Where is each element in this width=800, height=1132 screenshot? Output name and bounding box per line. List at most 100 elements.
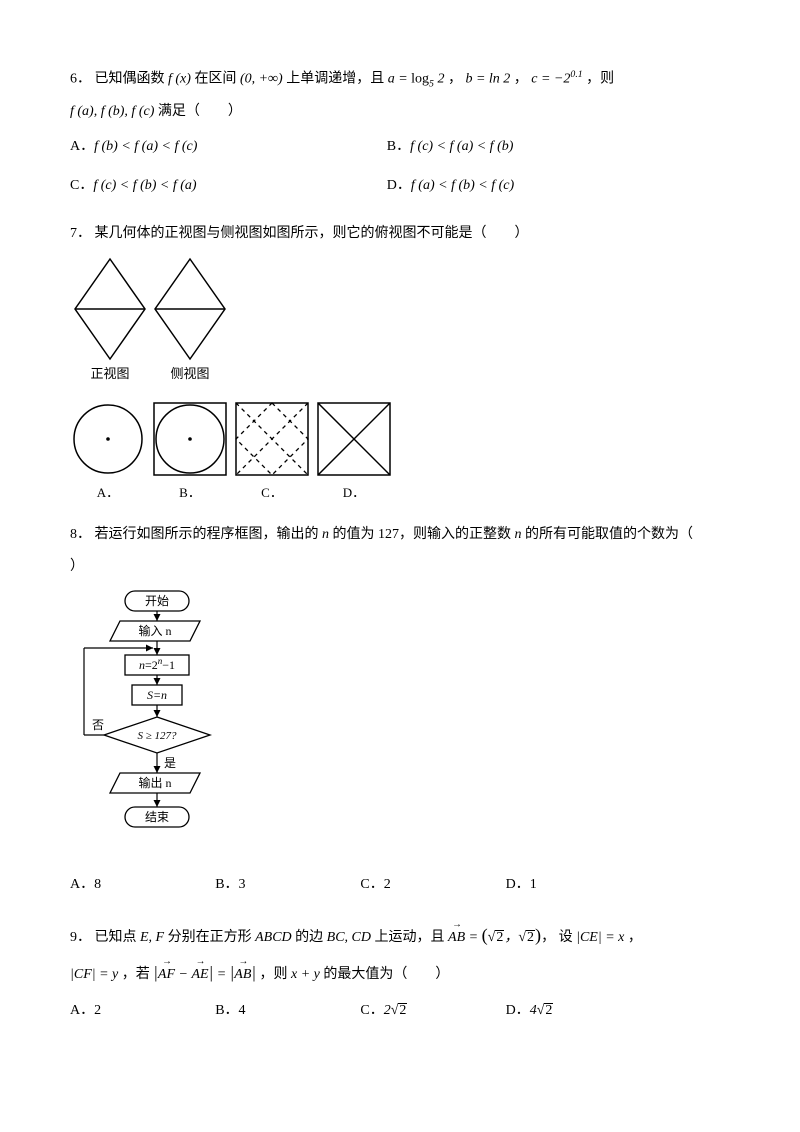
q6-arg: 2 <box>434 72 445 87</box>
q8-opt-d: D．1 <box>506 872 651 897</box>
q6-b: b = ln 2 <box>465 72 510 87</box>
sqrt-icon-d: 2 <box>537 998 554 1023</box>
square-dashed-x-icon <box>234 401 310 477</box>
q9-set: 设 <box>559 930 573 945</box>
q9-opt-a: A．2 <box>70 998 215 1023</box>
q9-opt-d: D．42 <box>506 998 651 1023</box>
q6-fx: f (x) <box>168 72 191 87</box>
q9-c2: ， <box>628 930 642 945</box>
q9-minus: − <box>175 967 191 982</box>
q9-A-lbl: A． <box>70 1003 94 1018</box>
q9-vec-ab: →AB <box>448 925 465 950</box>
q6-number: 6． <box>70 72 91 87</box>
q9-B: 4 <box>239 1003 246 1018</box>
question-8: 8． 若运行如图所示的程序框图，输出的 n 的值为 127，则输入的正整数 n … <box>70 522 730 901</box>
q6-a-lhs: a <box>388 72 395 87</box>
q6-A-lbl: A． <box>70 139 94 154</box>
flow-input: 输入 n <box>138 623 171 638</box>
q9-options: A．2 B．4 C．22 D．42 <box>70 994 730 1027</box>
q7-ans-d: D． <box>316 401 392 504</box>
q9-if: ，若 <box>122 967 150 982</box>
q6-log: log <box>411 72 429 87</box>
q8-A-lbl: A． <box>70 877 94 892</box>
q6-opt-a: A．f (b) < f (a) < f (c) <box>70 134 387 159</box>
q8-C-lbl: C． <box>360 877 383 892</box>
q7-num: 7． <box>70 226 91 241</box>
q8-opt-a: A．8 <box>70 872 215 897</box>
q6-satisfy: 满足（ ） <box>158 104 242 119</box>
question-7: 7． 某几何体的正视图与侧视图如图所示，则它的俯视图不可能是（ ） 正视图 侧视… <box>70 221 730 505</box>
q7-ans-b: B． <box>152 401 228 504</box>
q7-ans-a: A． <box>70 401 146 504</box>
q6-eq1: = <box>395 72 411 87</box>
q9-max: 的最大值为（ ） <box>323 967 449 982</box>
side-label: 侧视图 <box>170 366 209 381</box>
q6-mid1: 在区间 <box>194 72 236 87</box>
q7-text: 某几何体的正视图与侧视图如图所示，则它的俯视图不可能是（ ） <box>95 226 529 241</box>
q9-comma-after: ， <box>541 930 555 945</box>
circle-icon <box>70 401 146 477</box>
q9-vec-af: →AF <box>158 962 175 987</box>
q6-A: f (b) < f (a) < f (c) <box>94 139 197 154</box>
q9-vec-ae: →AE <box>191 962 208 987</box>
sqrt-icon: 2 <box>488 925 505 950</box>
sqrt-icon-2: 2 <box>518 925 535 950</box>
q6-c2: ， <box>514 72 528 87</box>
q7-D-lbl: D． <box>343 481 365 504</box>
q9-C-pre: 2 <box>384 1003 391 1018</box>
q6-opt-d: D．f (a) < f (b) < f (c) <box>387 173 704 198</box>
q9-opt-c: C．22 <box>360 998 505 1023</box>
sqrt-icon-c: 2 <box>391 998 408 1023</box>
q9-abcd: ABCD <box>255 930 292 945</box>
q9-s2b: 2 <box>526 930 535 945</box>
flow-assign2: S=n <box>147 688 167 702</box>
q9-then: ，则 <box>260 967 288 982</box>
q9-s2a: 2 <box>495 930 504 945</box>
q8-D: 1 <box>530 877 537 892</box>
q8-A: 8 <box>94 877 101 892</box>
q9-ef: E, F <box>140 930 164 945</box>
q8-options: A．8 B．3 C．2 D．1 <box>70 868 730 901</box>
q9-comma1: ， <box>504 930 518 945</box>
q9-eqy: = y <box>96 967 119 982</box>
flow-cond: S ≥ 127? <box>137 730 177 742</box>
question-9: 9． 已知点 E, F 分别在正方形 ABCD 的边 BC, CD 上运动，且 … <box>70 919 730 1027</box>
flow-assign1: n=2n−1 <box>139 656 175 672</box>
q8-num: 8． <box>70 527 91 542</box>
q8-tail: ） <box>70 554 730 579</box>
q9-D-lbl: D． <box>506 1003 530 1018</box>
q9-opt-b: B．4 <box>215 998 360 1023</box>
q6-C: f (c) < f (b) < f (a) <box>93 178 196 193</box>
q9-D-sqrt: 2 <box>544 1003 553 1018</box>
q9-eqx: = x <box>602 930 625 945</box>
q8-C: 2 <box>384 877 391 892</box>
q8-n1: n <box>322 527 329 542</box>
q8-B: 3 <box>239 877 246 892</box>
q8-stem: 8． 若运行如图所示的程序框图，输出的 n 的值为 127，则输入的正整数 n … <box>70 522 730 547</box>
q6-pre: 已知偶函数 <box>95 72 165 87</box>
q6-fa: f (a), f (b), f (c) <box>70 104 154 119</box>
q6-B-lbl: B． <box>387 139 410 154</box>
q9-tb: 分别在正方形 <box>168 930 252 945</box>
q8-flowchart: 开始 输入 n n=2n−1 S=n S ≥ 127? 否 是 <box>70 589 730 858</box>
q8-tc: 的所有可能取值的个数为（ <box>525 527 693 542</box>
q8-tb: 的值为 127，则输入的正整数 <box>333 527 512 542</box>
q6-tail: ，则 <box>586 72 614 87</box>
q9-num: 9． <box>70 930 91 945</box>
q6-C-lbl: C． <box>70 178 93 193</box>
q6-opt-c: C．f (c) < f (b) < f (a) <box>70 173 387 198</box>
flow-end: 结束 <box>145 810 169 824</box>
q6-stem: 6． 已知偶函数 f (x) 在区间 (0, +∞) 上单调递增，且 a = l… <box>70 66 730 93</box>
q9-A: 2 <box>94 1003 101 1018</box>
q9-cf: CF <box>74 967 92 982</box>
q9-xpy: x + y <box>291 967 320 982</box>
q9-ta: 已知点 <box>95 930 137 945</box>
square-circle-icon <box>152 401 228 477</box>
q7-A-lbl: A． <box>97 481 119 504</box>
q9-td: 上运动，且 <box>375 930 445 945</box>
q9-eq1: = <box>469 930 482 945</box>
q7-answers: A． B． C． D． <box>70 401 730 504</box>
front-label: 正视图 <box>90 366 129 381</box>
q9-tc: 的边 <box>295 930 323 945</box>
q9-ce: CE <box>580 930 598 945</box>
